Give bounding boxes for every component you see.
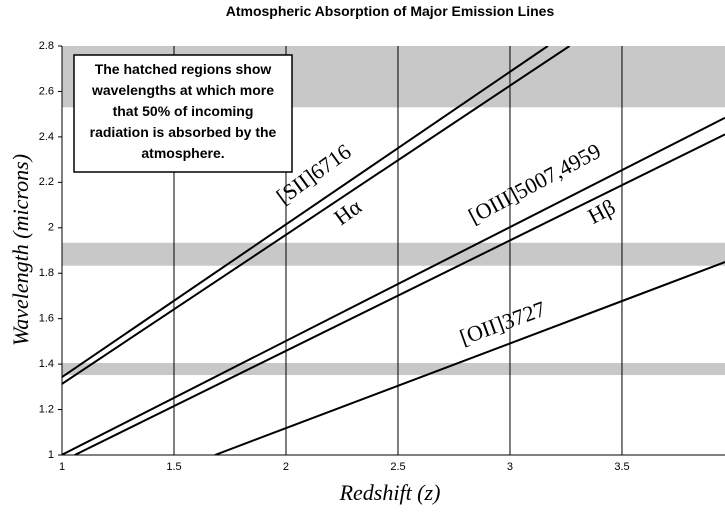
- x-axis-label: Redshift (z): [339, 480, 441, 505]
- x-tick-label: 1: [59, 461, 65, 473]
- annotation-text: The hatched regions show: [95, 61, 272, 77]
- series-label: Hβ: [584, 194, 620, 229]
- x-tick-label: 2: [283, 461, 289, 473]
- x-tick-label: 1.5: [166, 461, 181, 473]
- y-tick-label: 1: [48, 449, 54, 461]
- y-tick-label: 1.6: [39, 313, 54, 325]
- annotation-text: that 50% of incoming: [113, 103, 254, 119]
- y-tick-label: 2.2: [39, 176, 54, 188]
- annotation-text: wavelengths at which more: [91, 82, 274, 98]
- x-tick-label: 2.5: [390, 461, 405, 473]
- series-line: [74, 133, 725, 455]
- x-tick-label: 3: [507, 461, 513, 473]
- chart-title: Atmospheric Absorption of Major Emission…: [226, 3, 555, 19]
- annotation-box: [73, 54, 293, 173]
- y-tick-label: 2.6: [39, 85, 54, 97]
- y-tick-label: 1.4: [39, 358, 54, 370]
- absorption-band: [62, 242, 725, 266]
- series-label: Hα: [329, 193, 366, 230]
- series-line: [62, 46, 571, 385]
- annotation-text: radiation is absorbed by the: [90, 124, 277, 140]
- series-label: [OII]3727: [456, 296, 548, 350]
- y-tick-label: 2.8: [39, 40, 54, 52]
- x-tick-label: 3.5: [614, 461, 629, 473]
- series-line: [62, 116, 725, 455]
- y-tick-label: 1.8: [39, 267, 54, 279]
- series-line: [62, 46, 549, 378]
- y-axis-label: Wavelength (microns): [8, 154, 33, 346]
- annotation-text: atmosphere.: [141, 145, 224, 161]
- absorption-band: [62, 362, 725, 376]
- series-line: [214, 261, 725, 455]
- y-tick-label: 2.4: [39, 131, 54, 143]
- y-tick-label: 2: [48, 222, 54, 234]
- y-tick-label: 1.2: [39, 403, 54, 415]
- plot-area: [62, 46, 725, 455]
